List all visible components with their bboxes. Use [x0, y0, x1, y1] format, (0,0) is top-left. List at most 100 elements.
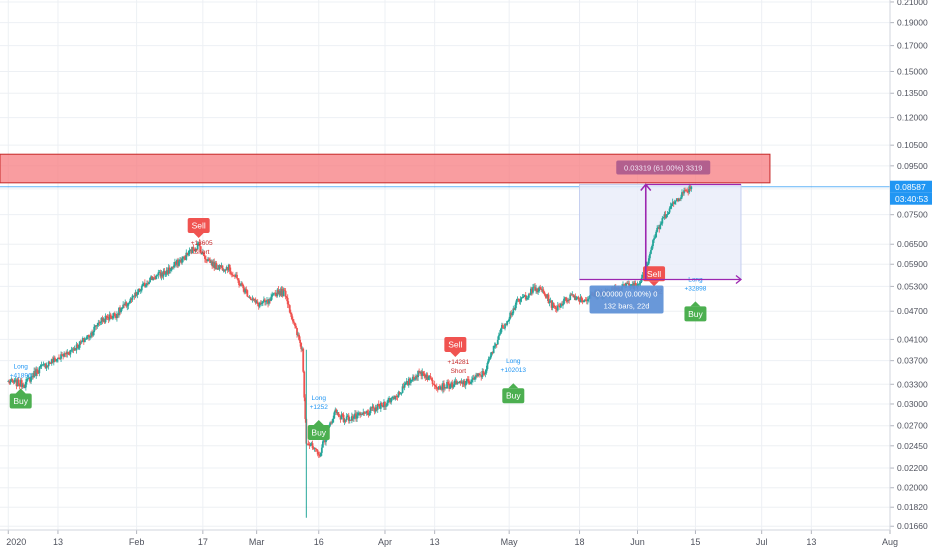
candle-body [73, 348, 76, 351]
candle-body [227, 264, 230, 271]
candle-body [532, 287, 534, 293]
candle-body [378, 406, 381, 409]
candle-body [471, 379, 473, 382]
candle-body [357, 412, 359, 416]
candle-body [556, 305, 559, 311]
candle-body [325, 437, 327, 443]
candle-body [528, 294, 531, 296]
candle-body [571, 294, 574, 296]
candle-body [145, 284, 147, 287]
candle-body [385, 405, 387, 407]
candle-body [486, 362, 489, 369]
candle-body [586, 299, 589, 301]
candle-body [407, 378, 410, 386]
candle-body [84, 339, 87, 340]
candle-body [138, 288, 141, 291]
sell-label: Sell [448, 340, 462, 350]
grid [0, 0, 891, 530]
candle-body [335, 409, 338, 413]
candle-body [435, 386, 438, 389]
candle-body [437, 386, 440, 390]
candle-body [631, 284, 634, 285]
candle-body [415, 375, 417, 379]
candle-body [490, 352, 493, 356]
candle-body [130, 298, 133, 300]
x-tick-label: 2020 [6, 537, 26, 547]
candle-body [141, 283, 144, 287]
candle-body [391, 397, 394, 399]
candle-body [582, 300, 585, 303]
candle-body [576, 297, 579, 299]
measure-up-arrow-icon [640, 183, 652, 191]
candle-body [199, 246, 202, 254]
candle-body [526, 297, 529, 299]
candle-body [345, 416, 348, 420]
candle-body [683, 190, 685, 194]
candle-body [102, 318, 105, 322]
candle-body [669, 205, 672, 209]
candle-body [87, 335, 89, 337]
candle-body [226, 267, 229, 271]
candle-body [416, 375, 418, 378]
candle-body [547, 294, 550, 304]
candle-body [494, 344, 497, 346]
buy-signal: Buy Long +41896 [9, 364, 32, 409]
candle-body [231, 274, 234, 276]
candle-body [477, 373, 480, 377]
candle-body [247, 296, 250, 298]
candle-body [286, 297, 289, 305]
candle-body [342, 414, 345, 422]
candle-body [502, 325, 504, 329]
candle-body [509, 312, 512, 319]
buy-label-box [684, 306, 707, 322]
candle-body [254, 299, 257, 303]
x-tick-label: May [501, 537, 519, 547]
candle-body [464, 383, 467, 386]
candle-body [160, 272, 163, 277]
candle-body [71, 349, 74, 351]
candle-body [402, 386, 405, 388]
candle-body [36, 369, 39, 373]
candle-body [239, 285, 241, 286]
candle-body [392, 397, 395, 398]
candle-body [93, 326, 96, 332]
candle-body [686, 190, 689, 192]
candle-body [15, 379, 18, 387]
candle-body [688, 186, 691, 193]
candle-body [135, 292, 138, 295]
sell-label-box [187, 217, 210, 233]
candle-body [253, 299, 256, 301]
candle-body [111, 315, 114, 319]
candle-body [62, 355, 65, 357]
candle-body [235, 274, 237, 277]
candle-body [655, 231, 658, 238]
candle-body [394, 396, 397, 400]
candle-body [168, 267, 171, 271]
candle-body [484, 372, 487, 375]
candle-body [675, 198, 678, 201]
candle-body [182, 256, 185, 259]
y-tick-label: 0.07500 [897, 210, 928, 220]
candle-body [146, 283, 148, 285]
candle-body [569, 294, 572, 301]
candle-body [137, 288, 140, 293]
candle-body [419, 371, 422, 373]
candle-body [421, 371, 424, 376]
candle-body [186, 252, 189, 255]
candle-body [274, 292, 277, 294]
candle-body [191, 247, 194, 254]
candle-body [149, 277, 151, 283]
candle-body [362, 412, 365, 415]
x-tick-label: Jun [630, 537, 645, 547]
candle-body [216, 268, 219, 270]
candle-body [634, 282, 637, 286]
candle-body [236, 274, 238, 279]
candle-body [524, 295, 527, 300]
measure-tool: 0.03319 (61.00%) 3319 0.00000 (0.00%) 0 13… [579, 160, 743, 314]
candle-body [424, 376, 427, 378]
candle-body [127, 302, 130, 306]
candle-body [628, 283, 631, 288]
candle-body [194, 249, 197, 251]
candle-body [679, 198, 681, 200]
